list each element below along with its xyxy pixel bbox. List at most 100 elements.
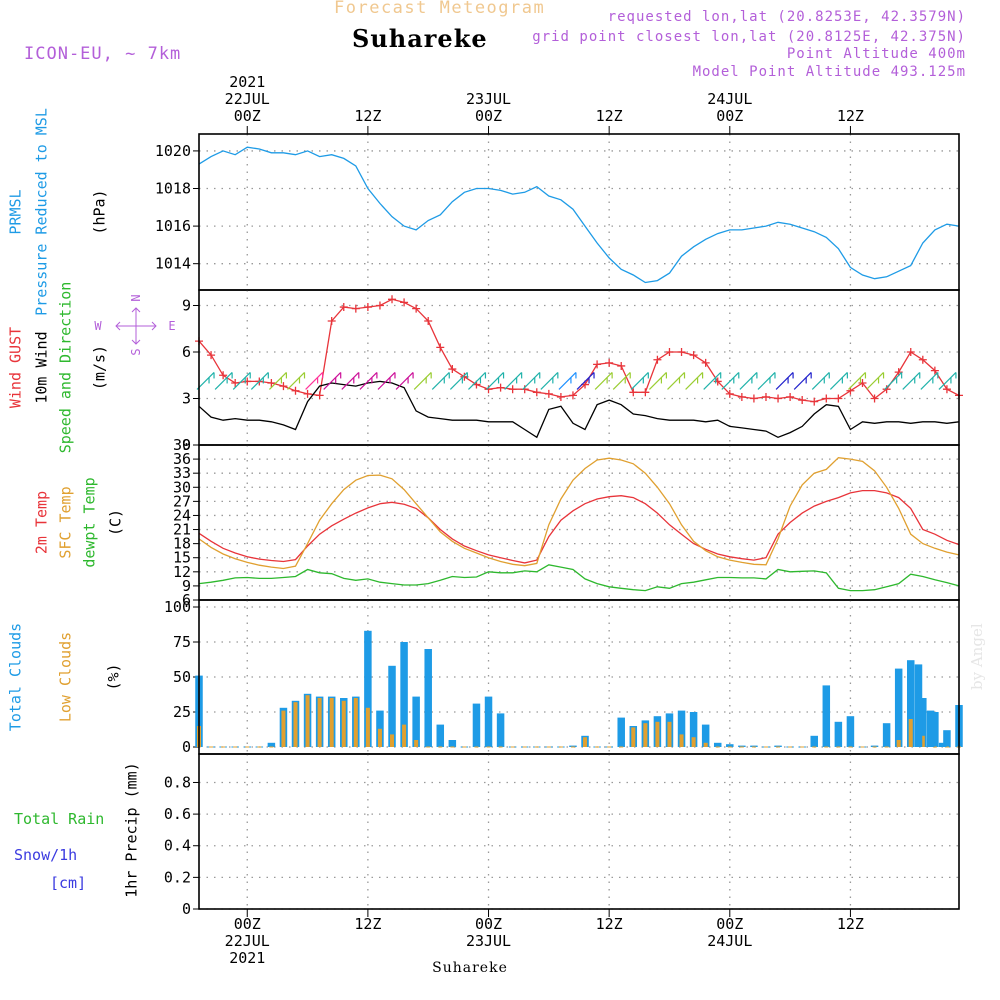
- bottom-time-label: 12Z: [354, 915, 381, 933]
- gust-marker: [219, 371, 228, 380]
- panel-label: PRMSL: [7, 189, 25, 234]
- gust-marker: [882, 385, 891, 394]
- bar-low-clouds: [305, 695, 310, 747]
- bar-total-clouds: [388, 665, 396, 747]
- bar-total-clouds: [906, 660, 915, 747]
- panel-label: Speed and Direction: [57, 282, 75, 454]
- gust-marker: [617, 361, 626, 370]
- gust-marker: [484, 385, 493, 394]
- y-tick-label: 12: [173, 563, 191, 581]
- wind-barb: [287, 372, 306, 390]
- y-tick-label: 6: [182, 591, 191, 609]
- precip-label-rain: Total Rain: [14, 810, 104, 828]
- panel-temperature: 2m Temp SFC Temp dewpt Temp (C): [33, 444, 960, 601]
- bottom-time-label: 00Z: [716, 915, 743, 933]
- top-time-label: 2021: [229, 73, 265, 91]
- bar-low-clouds: [365, 707, 370, 747]
- bar-total-clouds: [701, 724, 710, 747]
- wind-barb: [829, 372, 848, 390]
- panel-wind: Wind GUST 10m Wind Speed and Direction (m/s…: [7, 282, 963, 454]
- bar-low-clouds: [691, 737, 696, 747]
- wind-barb: [522, 372, 541, 390]
- y-tick-label: 1020: [155, 142, 191, 160]
- bar-low-clouds: [414, 740, 419, 747]
- bar-low-clouds: [631, 727, 636, 747]
- wind-barb: [902, 372, 921, 390]
- wind-barb: [757, 372, 776, 390]
- bottom-time-label: 23JUL: [466, 932, 511, 950]
- model-label: ICON-EU, ~ 7km: [24, 44, 182, 64]
- y-tick-label: 50: [173, 668, 191, 686]
- point-altitude: Point Altitude 400m: [786, 46, 966, 62]
- bar-total-clouds: [412, 696, 420, 747]
- bar-low-clouds: [703, 742, 708, 747]
- bar-total-clouds: [617, 717, 625, 747]
- panel-label: SFC Temp: [57, 486, 75, 558]
- y-tick-label: 0: [182, 436, 191, 454]
- gust-marker: [568, 391, 577, 400]
- gust-marker: [834, 394, 843, 403]
- gust-marker: [629, 388, 638, 397]
- gust-marker: [918, 355, 927, 364]
- precip-label-cm: [cm]: [50, 874, 86, 892]
- panel-label: 10m Wind: [33, 331, 51, 403]
- gust-marker: [677, 348, 686, 356]
- compass-e: E: [168, 319, 175, 333]
- wind-barb: [305, 372, 324, 390]
- bar-total-clouds: [424, 649, 432, 747]
- bar-low-clouds: [329, 698, 334, 747]
- compass-n: N: [129, 294, 143, 301]
- bar-total-clouds: [919, 698, 927, 747]
- series-line-dewpt-temp: [198, 564, 960, 592]
- wind-barb: [377, 372, 396, 390]
- grid-point-coords: grid point closest lon,lat (20.8125E, 42…: [532, 29, 966, 45]
- wind-barb: [920, 372, 939, 390]
- wind-barb: [811, 372, 830, 390]
- product-title: Forecast Meteogram: [334, 0, 546, 18]
- bar-total-clouds: [943, 730, 951, 747]
- y-tick-label: 1018: [155, 180, 191, 198]
- bar-total-clouds: [726, 744, 734, 747]
- series-line-10m-wind: [198, 380, 960, 439]
- gust-marker: [267, 379, 276, 387]
- top-time-label: 00Z: [475, 107, 502, 125]
- gust-marker: [279, 382, 288, 391]
- bar-total-clouds: [870, 745, 879, 747]
- wind-barb: [232, 372, 251, 390]
- wind-barb: [268, 372, 288, 390]
- bottom-time-label: 00Z: [475, 915, 502, 933]
- gust-marker: [520, 385, 529, 394]
- bar-low-clouds: [317, 698, 322, 747]
- y-tick-label: 9: [182, 577, 191, 595]
- wind-barb: [576, 372, 595, 390]
- compass-s: S: [129, 348, 143, 355]
- y-tick-label: 0: [182, 738, 191, 756]
- wind-barb: [721, 372, 740, 390]
- y-tick-label: 1014: [155, 255, 191, 273]
- y-tick-label: 0.4: [164, 837, 191, 855]
- bar-total-clouds: [834, 721, 843, 747]
- bottom-time-label: 2021: [229, 949, 265, 967]
- wind-barb: [540, 372, 559, 390]
- gust-marker: [388, 295, 397, 304]
- y-tick-label: 1016: [155, 217, 191, 235]
- gust-marker: [665, 348, 674, 356]
- top-time-label: 12Z: [596, 107, 623, 125]
- wind-barb: [196, 372, 215, 390]
- y-tick-label: 0.2: [164, 868, 191, 886]
- gust-marker: [906, 348, 915, 356]
- bar-total-clouds: [496, 713, 505, 747]
- bar-low-clouds: [390, 734, 395, 747]
- model-point-altitude: Model Point Altitude 493.125m: [692, 64, 966, 80]
- wind-barb: [703, 372, 722, 390]
- panel-pressure: PRMSL Pressure Reduced to MSL (hPa): [7, 108, 960, 316]
- bar-total-clouds: [810, 735, 818, 747]
- gust-marker: [327, 317, 336, 325]
- wind-barb: [630, 372, 649, 390]
- bar-total-clouds: [472, 703, 481, 747]
- panel-frame: [198, 289, 960, 446]
- bar-total-clouds: [938, 742, 947, 747]
- gust-marker: [339, 303, 348, 312]
- top-time-label: 12Z: [837, 107, 864, 125]
